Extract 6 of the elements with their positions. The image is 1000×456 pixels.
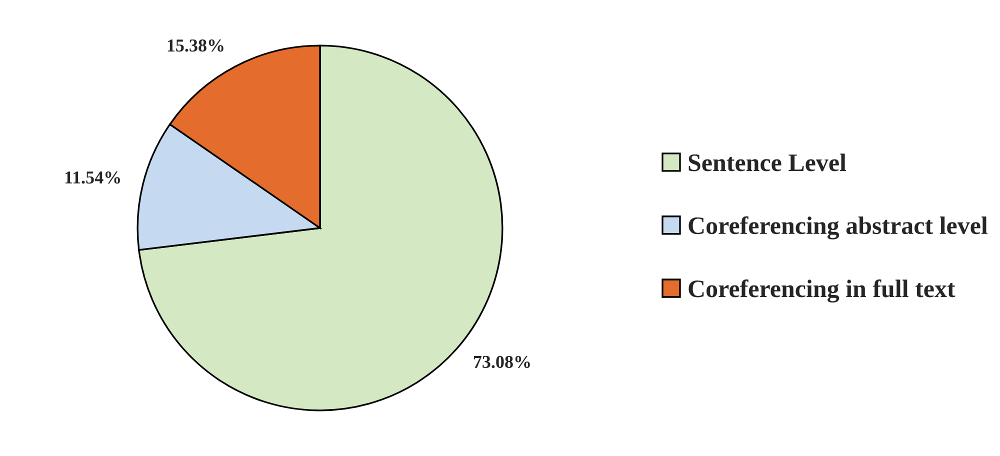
legend-label: Coreferencing abstract level <box>688 216 988 240</box>
legend-label: Sentence Level <box>688 154 846 172</box>
data-label: 15.38% <box>168 39 224 52</box>
legend-label: Coreferencing in full text <box>688 279 956 303</box>
data-label: 73.08% <box>474 356 530 368</box>
data-label: 11.54% <box>65 171 120 184</box>
